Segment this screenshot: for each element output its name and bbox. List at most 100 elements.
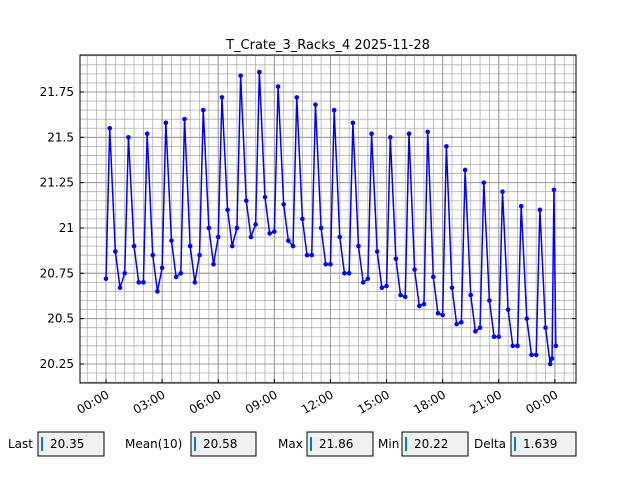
point xyxy=(337,234,343,240)
point xyxy=(402,294,408,300)
point xyxy=(286,238,291,243)
point xyxy=(309,252,315,258)
point xyxy=(238,73,243,78)
stat-label: Mean(10) xyxy=(125,437,182,451)
point xyxy=(549,356,555,361)
point xyxy=(131,243,137,249)
stat-label: Last xyxy=(8,437,33,451)
point xyxy=(387,135,393,140)
point xyxy=(430,274,436,280)
point xyxy=(435,310,441,316)
point xyxy=(159,265,165,271)
point xyxy=(487,298,492,303)
point xyxy=(421,301,427,307)
point xyxy=(225,207,230,213)
point xyxy=(529,352,534,358)
point xyxy=(187,243,193,249)
point xyxy=(117,285,123,291)
point xyxy=(515,343,520,349)
point xyxy=(496,334,502,340)
point xyxy=(215,234,221,240)
y-tick-label: 21 xyxy=(59,221,74,235)
point xyxy=(543,325,548,330)
point xyxy=(257,69,262,75)
stat-value: 20.22 xyxy=(414,437,448,451)
point xyxy=(533,352,539,358)
point xyxy=(365,276,371,282)
point xyxy=(253,222,258,227)
point xyxy=(500,189,505,195)
point xyxy=(384,283,389,289)
point xyxy=(454,321,459,327)
point xyxy=(356,243,361,249)
point xyxy=(155,289,160,294)
point xyxy=(150,252,156,258)
point xyxy=(350,120,356,126)
point xyxy=(313,102,318,107)
point xyxy=(360,280,366,285)
plot xyxy=(80,69,576,383)
point xyxy=(524,316,530,321)
point xyxy=(449,285,455,291)
point xyxy=(473,329,478,334)
y-tick-label: 21.25 xyxy=(40,176,74,190)
point xyxy=(267,231,272,236)
point xyxy=(103,276,109,282)
point xyxy=(197,252,202,258)
point xyxy=(304,252,310,258)
point xyxy=(374,249,380,254)
point xyxy=(323,261,329,267)
stat-label: Min xyxy=(378,437,399,451)
point xyxy=(206,225,212,231)
point xyxy=(294,95,300,100)
chart-title: T_Crate_3_Racks_4 2025-11-28 xyxy=(225,38,430,53)
point xyxy=(331,107,337,113)
point xyxy=(477,325,483,330)
point xyxy=(398,292,403,298)
point xyxy=(440,312,445,318)
stat-box xyxy=(37,431,105,457)
point xyxy=(369,131,374,136)
point xyxy=(163,120,169,126)
point xyxy=(113,249,118,254)
point xyxy=(126,135,131,140)
point xyxy=(318,225,324,231)
point xyxy=(211,261,216,267)
point xyxy=(342,271,347,276)
stat-label: Max xyxy=(278,437,303,451)
point xyxy=(328,261,333,267)
point xyxy=(136,280,142,285)
point xyxy=(243,198,249,204)
point xyxy=(248,234,254,240)
point xyxy=(425,129,430,135)
stat-box xyxy=(190,431,257,457)
point xyxy=(346,271,352,276)
grid xyxy=(80,55,576,383)
point xyxy=(412,267,417,272)
y-tick-label: 21.5 xyxy=(47,130,74,144)
stat-value: 20.58 xyxy=(203,437,237,451)
y-tick-label: 20.25 xyxy=(40,357,74,371)
stat-value: 20.35 xyxy=(50,437,84,451)
y-tick-label: 21.75 xyxy=(40,85,74,99)
point xyxy=(122,271,127,276)
point xyxy=(379,285,385,291)
stat-box xyxy=(401,431,469,457)
point xyxy=(272,229,277,234)
point xyxy=(219,95,225,100)
point xyxy=(200,107,206,113)
y-tick-label: 20.75 xyxy=(40,266,74,280)
point xyxy=(178,271,184,276)
stats-bar: Last 20.35 Mean(10) 20.58 Max 21.86 Min 20.22 De… xyxy=(8,431,577,457)
point xyxy=(262,194,268,200)
point xyxy=(281,202,286,207)
stat-box xyxy=(510,431,577,457)
point xyxy=(192,280,198,285)
point xyxy=(234,225,240,231)
point xyxy=(229,243,235,249)
point xyxy=(462,167,468,173)
point xyxy=(182,116,187,122)
point xyxy=(444,144,449,149)
point xyxy=(481,180,487,185)
